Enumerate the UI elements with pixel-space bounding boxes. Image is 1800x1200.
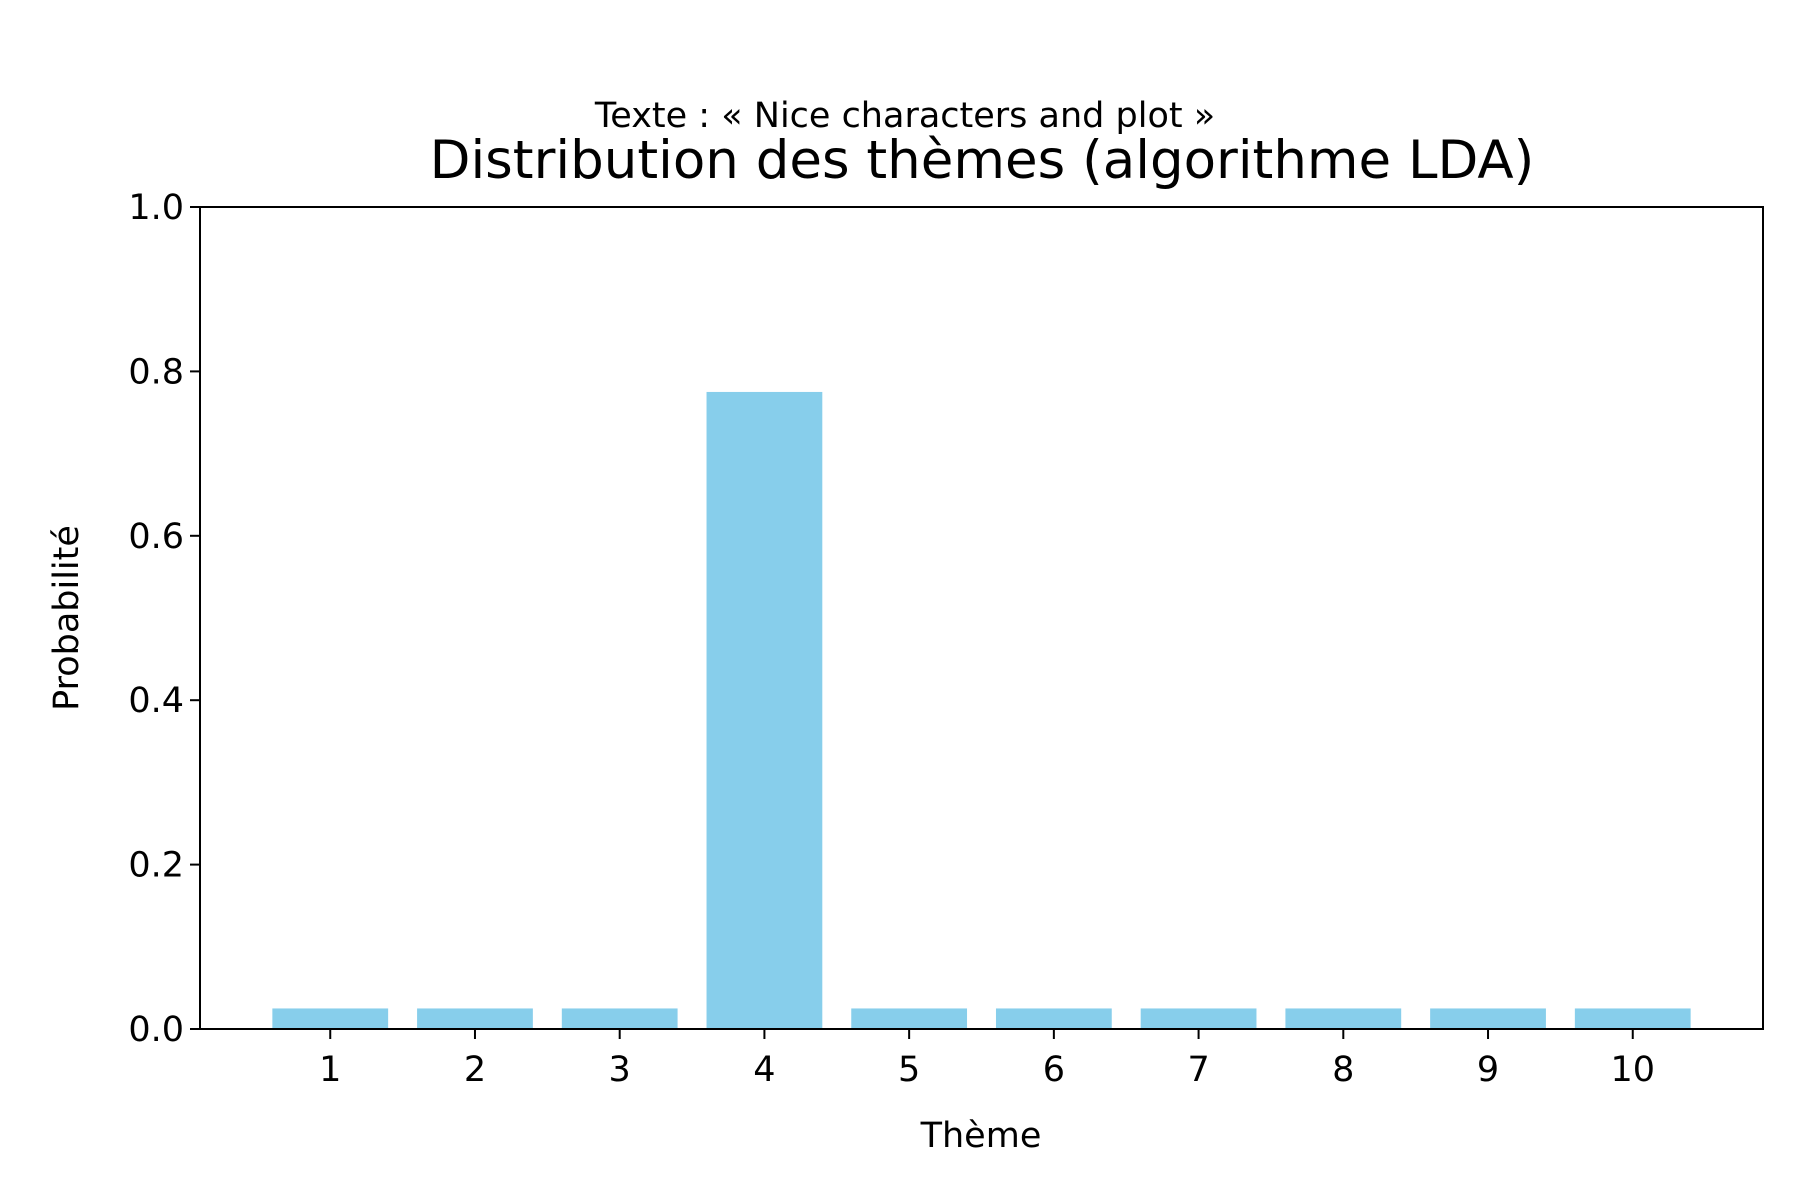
chart-title: Distribution des thèmes (algorithme LDA)	[430, 130, 1535, 191]
x-tick-label: 4	[753, 1050, 775, 1090]
chart-suptitle: Texte : « Nice characters and plot »	[594, 96, 1215, 136]
bars-group	[272, 391, 1691, 1029]
bar-theme-9	[1430, 1008, 1546, 1029]
bar-theme-4	[706, 391, 823, 1029]
bar-theme-5	[851, 1008, 968, 1029]
x-tick-label: 3	[609, 1050, 631, 1090]
y-tick-label: 1.0	[128, 188, 184, 228]
x-tick-label: 8	[1332, 1050, 1354, 1090]
y-axis-ticks: 0.0 0.2 0.4 0.6 0.8 1.0	[128, 188, 200, 1050]
plot-frame	[199, 206, 1764, 1030]
y-tick-label: 0.2	[128, 846, 184, 886]
y-tick-label: 0.6	[128, 517, 184, 557]
x-axis-label: Thème	[920, 1116, 1042, 1156]
x-axis-ticks: 1 2 3 4 5 6 7 8 9 10	[319, 1029, 1655, 1090]
x-tick-label: 9	[1477, 1050, 1499, 1090]
bar-theme-3	[561, 1008, 678, 1029]
bar-theme-2	[417, 1008, 533, 1029]
x-tick-label: 1	[319, 1050, 341, 1090]
y-tick-label: 0.4	[128, 681, 184, 721]
bar-theme-8	[1285, 1008, 1402, 1029]
bar-theme-7	[1140, 1008, 1257, 1029]
x-tick-label: 5	[898, 1050, 920, 1090]
x-tick-label: 6	[1043, 1050, 1065, 1090]
y-tick-label: 0.0	[128, 1010, 184, 1050]
x-tick-label: 7	[1187, 1050, 1209, 1090]
x-tick-label: 2	[464, 1050, 486, 1090]
y-tick-label: 0.8	[128, 352, 184, 392]
y-axis-label: Probabilité	[47, 525, 87, 711]
bar-theme-1	[272, 1008, 389, 1029]
bar-theme-10	[1574, 1008, 1691, 1029]
x-tick-label: 10	[1610, 1050, 1655, 1090]
bar-theme-6	[995, 1008, 1112, 1029]
